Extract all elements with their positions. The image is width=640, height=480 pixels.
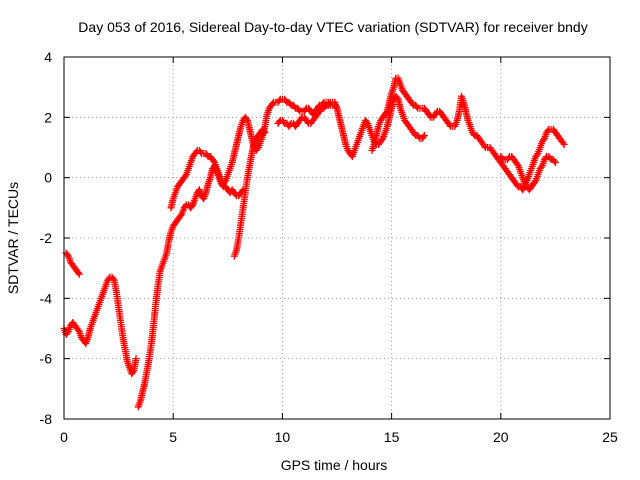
data-point <box>290 103 298 111</box>
y-tick-label: 2 <box>44 109 52 125</box>
data-segment <box>274 92 428 161</box>
data-point <box>382 109 390 117</box>
data-point <box>317 106 325 114</box>
data-point <box>75 270 83 278</box>
x-tick-label: 0 <box>60 429 68 445</box>
y-tick-label: -4 <box>40 290 53 306</box>
data-point <box>275 97 283 105</box>
data-segment <box>230 125 269 260</box>
data-point <box>282 97 290 105</box>
data-point <box>74 326 82 334</box>
data-point <box>188 202 196 210</box>
data-point <box>74 269 82 277</box>
data-point <box>531 178 539 186</box>
chart-title: Day 053 of 2016, Sidereal Day-to-day VTE… <box>78 19 587 35</box>
y-tick-label: 0 <box>44 170 52 186</box>
data-point <box>408 100 416 108</box>
data-segment <box>60 273 140 378</box>
data-point <box>325 100 333 108</box>
data-point <box>260 127 268 135</box>
tick-labels: 0 5 10 15 20 25 -8 -6 -4 -2 0 2 4 <box>40 49 618 445</box>
data-point <box>378 136 386 144</box>
x-tick-label: 10 <box>275 429 291 445</box>
data-point <box>445 121 453 129</box>
data-point <box>551 159 559 167</box>
data-point <box>177 211 185 219</box>
data-point <box>498 154 506 162</box>
data-point <box>132 355 140 363</box>
data-series <box>60 74 568 411</box>
data-point <box>544 127 552 135</box>
y-axis-title: SDTVAR / TECUs <box>5 182 21 294</box>
data-point <box>261 128 269 136</box>
data-point <box>129 368 137 376</box>
data-point <box>411 130 419 138</box>
data-point <box>537 163 545 171</box>
data-point <box>513 160 521 168</box>
axes <box>63 56 611 420</box>
data-point <box>560 140 568 148</box>
data-point <box>393 94 401 102</box>
x-tick-label: 25 <box>602 429 618 445</box>
x-tick-label: 5 <box>169 429 177 445</box>
y-tick-label: 4 <box>44 49 52 65</box>
data-segment <box>134 162 247 411</box>
data-point <box>63 329 71 337</box>
y-tick-label: -6 <box>40 351 53 367</box>
data-point <box>539 136 547 144</box>
y-tick-label: -8 <box>40 411 53 427</box>
x-axis-title: GPS time / hours <box>281 457 388 473</box>
data-point <box>533 151 541 159</box>
data-segment <box>62 249 83 278</box>
data-point <box>321 103 329 111</box>
data-point <box>546 154 554 162</box>
data-point <box>269 100 277 108</box>
data-point <box>63 251 71 259</box>
data-point <box>470 130 477 138</box>
data-point <box>279 118 287 126</box>
data-point <box>253 145 261 153</box>
x-tick-label: 15 <box>384 429 400 445</box>
data-point <box>109 275 117 283</box>
data-point <box>242 115 250 123</box>
data-segment <box>497 153 559 194</box>
data-point <box>295 106 303 114</box>
data-point <box>480 142 488 150</box>
x-tick-label: 20 <box>493 429 509 445</box>
data-point <box>559 139 567 147</box>
data-point <box>181 172 189 180</box>
data-point <box>550 157 558 165</box>
data-point <box>513 181 521 189</box>
data-point <box>210 157 218 165</box>
data-point <box>221 178 229 186</box>
data-point <box>197 148 204 156</box>
data-segment <box>368 74 568 194</box>
data-point <box>420 131 428 139</box>
data-point <box>419 133 427 141</box>
data-point <box>203 151 211 159</box>
y-tick-label: -2 <box>40 230 53 246</box>
data-point <box>413 103 421 111</box>
data-point <box>286 100 294 108</box>
data-point <box>362 118 370 126</box>
